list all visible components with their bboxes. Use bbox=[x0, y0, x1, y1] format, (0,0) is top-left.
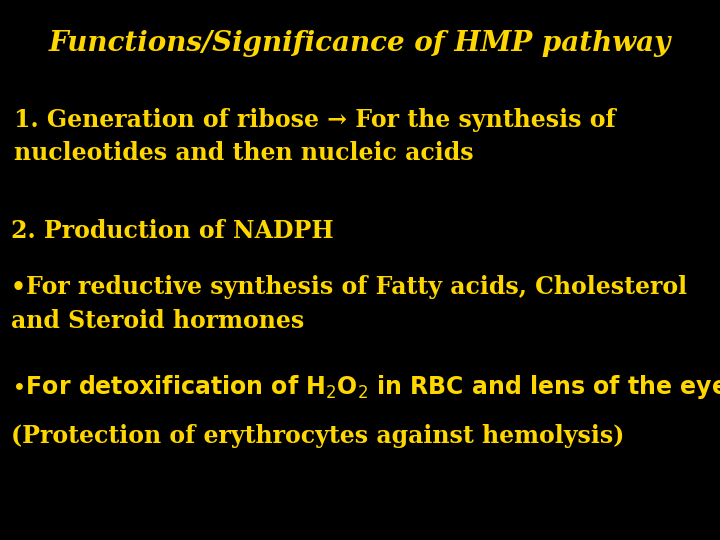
Text: (Protection of erythrocytes against hemolysis): (Protection of erythrocytes against hemo… bbox=[11, 424, 624, 448]
Text: Functions/Significance of HMP pathway: Functions/Significance of HMP pathway bbox=[49, 30, 671, 57]
Text: •For reductive synthesis of Fatty acids, Cholesterol
and Steroid hormones: •For reductive synthesis of Fatty acids,… bbox=[11, 275, 687, 333]
Text: $\bullet$For detoxification of H$_2$O$_2$ in RBC and lens of the eye.: $\bullet$For detoxification of H$_2$O$_2… bbox=[11, 373, 720, 401]
Text: 2. Production of NADPH: 2. Production of NADPH bbox=[11, 219, 333, 242]
Text: 1. Generation of ribose → For the synthesis of
nucleotides and then nucleic acid: 1. Generation of ribose → For the synthe… bbox=[14, 108, 616, 165]
